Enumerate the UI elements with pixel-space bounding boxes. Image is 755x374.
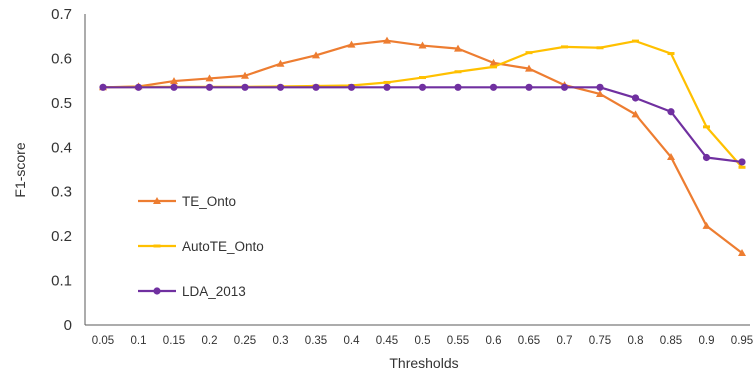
y-tick-label: 0.7 [51,6,72,23]
data-point-lda-2013 [596,83,604,91]
data-point-lda-2013 [99,83,107,91]
data-point-te-onto [383,36,391,44]
data-point-te-onto [241,71,249,79]
x-tick-label: 0.05 [92,335,114,347]
data-point-lda-2013 [560,83,569,91]
x-tick-label: 0.3 [273,335,289,347]
series-line-autote-onto [102,40,743,169]
legend-swatch-marker [153,197,161,204]
x-tick-label: 0.85 [660,335,682,347]
data-point-autote-onto [383,80,391,84]
y-tick-label: 0.1 [51,273,72,290]
data-point-autote-onto [667,52,675,56]
legend-label: AutoTE_Onto [182,239,264,254]
data-point-autote-onto [596,46,604,50]
y-axis-title: F1-score [12,142,28,197]
legend-item-lda-2013: LDA_2013 [138,284,246,299]
x-tick-labels: 0.05 0.1 0.15 0.2 0.25 0.3 0.35 0.4 0.45 0.5 0.55 0… [92,335,753,347]
data-point-autote-onto [738,165,746,169]
data-point-te-onto [454,44,462,52]
data-point-lda-2013 [170,83,178,91]
data-point-autote-onto [490,65,497,69]
y-tick-label: 0.2 [51,228,72,245]
legend-label: TE_Onto [182,194,236,209]
y-tick-label: 0.6 [51,50,72,67]
x-tick-label: 0.65 [518,335,540,347]
series-te-onto [99,36,746,257]
data-point-te-onto [596,89,604,97]
data-point-te-onto [347,40,356,48]
x-axis-title: Thresholds [389,355,458,371]
x-tick-label: 0.4 [344,335,361,347]
x-tick-label: 0.8 [628,335,644,347]
data-point-te-onto [170,77,178,85]
data-point-lda-2013 [383,83,391,91]
y-tick-label: 0.5 [51,95,72,112]
data-point-lda-2013 [667,108,675,116]
data-point-lda-2013 [134,83,143,91]
x-tick-label: 0.75 [589,335,611,347]
data-point-te-onto [667,153,675,161]
data-point-lda-2013 [312,83,320,91]
x-tick-label: 0.45 [376,335,398,347]
data-point-te-onto [702,221,711,229]
data-point-lda-2013 [347,83,356,91]
x-tick-label: 0.55 [447,335,469,347]
data-point-lda-2013 [454,83,462,91]
data-point-autote-onto [454,70,462,74]
data-point-autote-onto [632,39,639,43]
series-line-te-onto [102,39,743,254]
x-tick-label: 0.7 [557,335,573,347]
data-point-te-onto [276,59,285,67]
data-point-autote-onto [419,76,426,80]
data-point-te-onto [418,41,427,49]
series-line-lda-2013 [103,86,743,164]
data-point-lda-2013 [205,83,214,91]
data-point-autote-onto [703,125,710,129]
legend-label: LDA_2013 [182,284,246,299]
series-group [99,36,746,257]
data-point-te-onto [489,58,498,66]
x-tick-label: 0.5 [415,335,431,347]
x-tick-label: 0.9 [699,335,715,347]
legend: TE_Onto AutoTE_Onto LDA_2013 [138,194,264,299]
data-point-te-onto [738,249,746,257]
x-tick-label: 0.6 [486,335,502,347]
legend-item-autote-onto: AutoTE_Onto [138,239,264,254]
x-tick-label: 0.95 [731,335,753,347]
data-point-lda-2013 [276,83,285,91]
x-tick-label: 0.15 [163,335,185,347]
y-tick-label: 0 [64,317,72,334]
data-point-lda-2013 [489,83,498,91]
data-point-te-onto [312,51,320,59]
x-tick-label: 0.25 [234,335,256,347]
legend-item-te-onto: TE_Onto [138,194,236,209]
series-lda-2013 [99,83,746,166]
data-point-te-onto [205,74,214,82]
data-point-lda-2013 [241,83,249,91]
data-point-lda-2013 [738,158,746,166]
data-point-lda-2013 [702,153,711,162]
legend-swatch-marker [153,287,161,295]
data-point-lda-2013 [418,83,427,91]
data-point-autote-onto [561,45,568,49]
data-point-autote-onto [525,51,533,55]
data-point-te-onto [525,64,533,72]
y-tick-label: 0.3 [51,184,72,201]
data-point-te-onto [631,110,640,118]
data-point-lda-2013 [631,94,640,102]
x-tick-label: 0.2 [202,335,218,347]
x-tick-label: 0.35 [305,335,327,347]
data-point-lda-2013 [525,83,533,91]
x-tick-label: 0.1 [131,335,147,347]
axes [84,14,750,326]
legend-swatch-marker [153,244,161,248]
y-tick-label: 0.4 [51,139,72,156]
y-tick-labels: 0 0.1 0.2 0.3 0.4 0.5 0.6 0.7 [51,6,72,334]
